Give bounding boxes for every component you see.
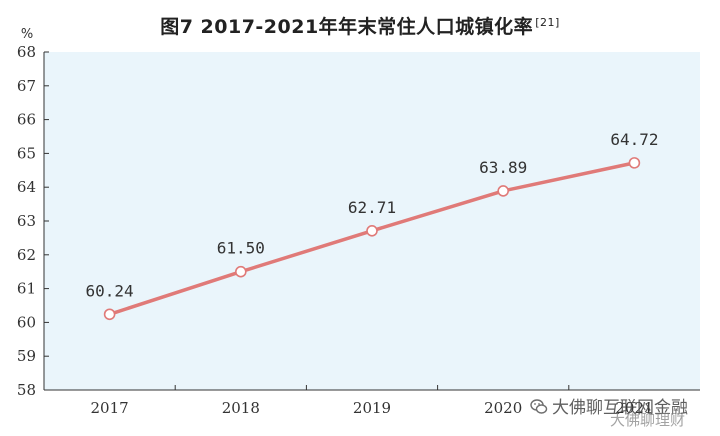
x-tick-label: 2019 bbox=[353, 399, 391, 417]
watermark-text-1: 大佛聊互联网金融 bbox=[552, 398, 688, 418]
data-point bbox=[497, 185, 510, 197]
data-label: 61.50 bbox=[217, 239, 265, 258]
series-group: 60.24 61.50 62.71 63.89 64.72 bbox=[86, 130, 658, 321]
data-label: 64.72 bbox=[610, 130, 658, 149]
x-axis: 2017 2018 2019 2020 2021 bbox=[44, 385, 700, 417]
chart-title-text: 图7 2017-2021年年末常住人口城镇化率 bbox=[160, 16, 534, 38]
chart-title-note: [21] bbox=[535, 15, 560, 29]
data-label: 60.24 bbox=[86, 281, 134, 300]
y-tick-label: 63 bbox=[17, 212, 36, 230]
y-axis: 58 59 60 61 62 63 64 65 66 67 68 bbox=[17, 43, 49, 399]
x-tick-label: 2020 bbox=[484, 399, 522, 417]
y-tick-label: 58 bbox=[17, 381, 36, 399]
y-axis-unit-label: % bbox=[21, 27, 33, 42]
wechat-icon bbox=[530, 399, 548, 414]
y-tick-label: 62 bbox=[17, 246, 36, 264]
y-tick-label: 59 bbox=[17, 347, 36, 365]
data-label: 62.71 bbox=[348, 198, 396, 217]
plot-area bbox=[44, 52, 700, 390]
x-tick-label: 2018 bbox=[222, 399, 260, 417]
data-point bbox=[103, 308, 116, 321]
y-tick-label: 68 bbox=[17, 43, 36, 61]
x-tick-label: 2021 bbox=[615, 399, 653, 417]
y-tick-label: 61 bbox=[17, 280, 36, 298]
x-tick-label: 2017 bbox=[91, 399, 129, 417]
y-tick-label: 65 bbox=[17, 144, 36, 162]
watermark-text-2: 大佛聊理财 bbox=[610, 411, 686, 429]
chart-title: 图7 2017-2021年年末常住人口城镇化率 [21] bbox=[0, 12, 720, 39]
y-tick-label: 67 bbox=[17, 77, 36, 95]
data-point bbox=[366, 225, 378, 237]
watermark: 大佛聊互联网金融 大佛聊理财 bbox=[530, 393, 688, 429]
y-tick-label: 64 bbox=[17, 178, 36, 196]
y-tick-label: 60 bbox=[17, 313, 36, 331]
y-tick-label: 66 bbox=[17, 111, 36, 129]
data-point bbox=[628, 157, 641, 169]
data-point bbox=[235, 265, 247, 278]
data-label: 63.89 bbox=[479, 158, 527, 177]
